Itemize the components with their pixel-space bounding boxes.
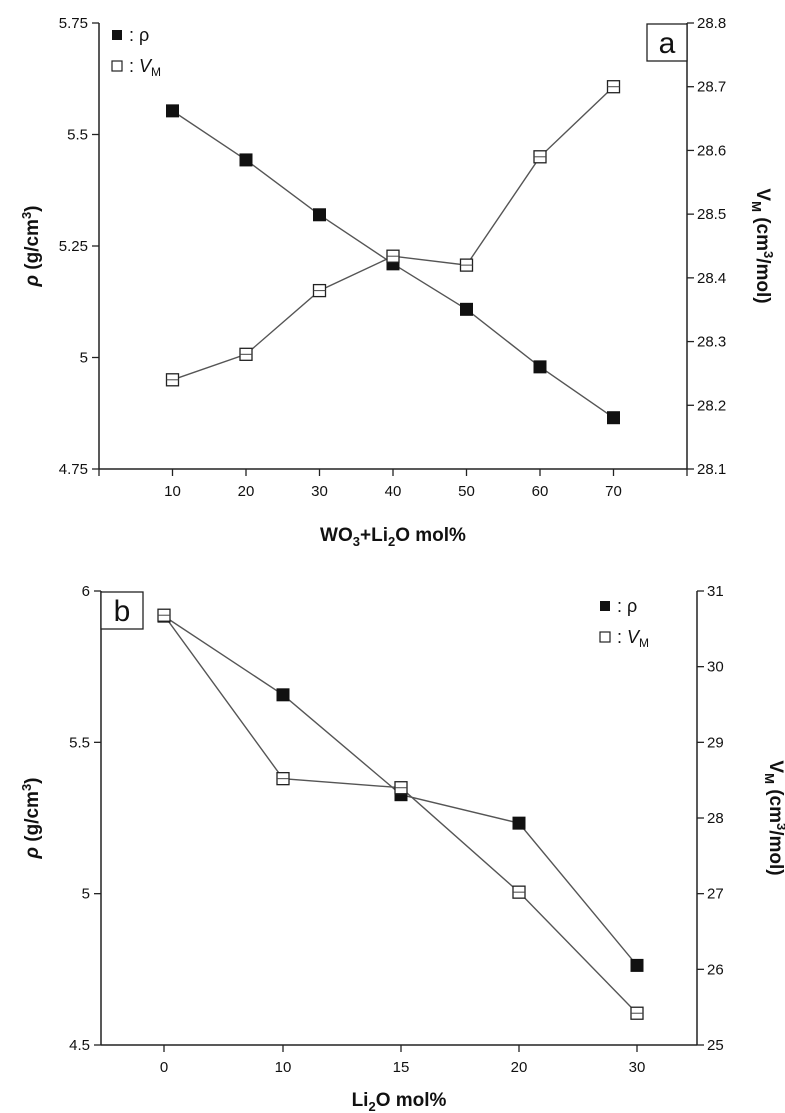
chart-panel-a: 4.75 5 5.25 5.5 5.75 28.1 28.2 28.3 28.4 28.5 28.6… (19, 15, 776, 549)
x-tick-label: 50 (458, 483, 475, 500)
x-axis-label: Li2O mol% (352, 1090, 447, 1113)
x-tick-label: 30 (311, 483, 328, 500)
panel-label: b (114, 595, 131, 628)
left-tick-label: 5.75 (59, 15, 88, 32)
x-tick-label: 60 (532, 483, 549, 500)
right-tick-label: 28.8 (697, 15, 726, 32)
right-tick-label: 28.4 (697, 270, 726, 287)
right-tick-label: 28.5 (697, 206, 726, 223)
right-tick-label: 28.6 (697, 142, 726, 159)
legend-label: : ρ (617, 596, 637, 616)
legend-marker-rho (600, 601, 610, 611)
rho-point (166, 104, 179, 118)
left-axis-label: ρ (g/cm3) (19, 205, 43, 287)
left-tick-label: 5.5 (67, 127, 88, 144)
rho-point (239, 153, 253, 167)
legend: : ρ : VM (599, 596, 649, 650)
left-tick-label: 4.75 (59, 461, 88, 478)
right-axis-label: VM (cm3/mol) (749, 188, 776, 303)
legend-marker-vm (111, 60, 123, 72)
rho-point (533, 360, 547, 374)
x-tick-label: 0 (160, 1059, 168, 1076)
x-axis-label: WO3+Li2O mol% (320, 525, 466, 549)
x-tick-label: 10 (275, 1059, 292, 1076)
right-tick-label: 28.1 (697, 461, 726, 478)
right-tick-label: 29 (707, 734, 724, 751)
series-line-vm (163, 614, 638, 1014)
legend-label: : ρ (129, 25, 149, 45)
legend-marker-rho (112, 30, 122, 40)
panel-label-box (646, 23, 688, 62)
right-tick-label: 28.2 (697, 397, 726, 414)
x-tick-label: 15 (393, 1059, 410, 1076)
right-tick-label: 31 (707, 583, 724, 600)
legend: : ρ : VM (111, 25, 161, 79)
legend-marker-vm (599, 631, 611, 643)
legend-label: : VM (129, 56, 161, 79)
legend-label: : VM (617, 627, 649, 650)
chart-panel-b: 4.5 5 5.5 6 25 26 27 28 29 30 31 0 10 15 20 30 b : ρ : VM L… (19, 583, 785, 1113)
x-tick-label: 40 (385, 483, 402, 500)
right-tick-label: 30 (707, 659, 724, 676)
left-tick-label: 5 (82, 886, 90, 903)
right-tick-label: 27 (707, 886, 724, 903)
right-tick-label: 28.3 (697, 334, 726, 351)
rho-point (313, 208, 326, 222)
rho-point (276, 688, 290, 702)
rho-point (607, 411, 620, 425)
right-tick-label: 28 (707, 810, 724, 827)
left-tick-label: 5 (80, 350, 88, 367)
right-tick-label: 26 (707, 961, 724, 978)
left-axis-label: ρ (g/cm3) (19, 777, 43, 859)
right-tick-label: 28.7 (697, 79, 726, 96)
left-tick-label: 6 (82, 583, 90, 600)
rho-point (512, 816, 526, 830)
x-tick-label: 20 (511, 1059, 528, 1076)
panel-label-box (100, 591, 144, 630)
right-axis-label: VM (cm3/mol) (762, 760, 785, 875)
rho-point (460, 302, 473, 316)
x-tick-label: 10 (164, 483, 181, 500)
left-tick-label: 5.5 (69, 734, 90, 751)
left-tick-label: 5.25 (59, 238, 88, 255)
right-tick-label: 25 (707, 1037, 724, 1054)
rho-point (630, 958, 644, 972)
panel-label: a (659, 27, 676, 60)
x-tick-label: 20 (238, 483, 255, 500)
series-line-vm (172, 86, 614, 381)
x-tick-label: 70 (605, 483, 622, 500)
x-tick-label: 30 (629, 1059, 646, 1076)
left-tick-label: 4.5 (69, 1037, 90, 1054)
